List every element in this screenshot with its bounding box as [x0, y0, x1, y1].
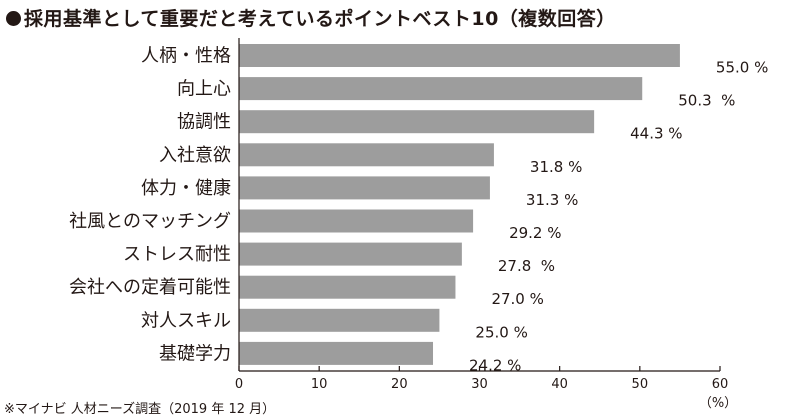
bar-7 — [239, 242, 462, 266]
bars-group — [239, 44, 680, 365]
value-label-10: 24.2 % — [469, 356, 521, 374]
bar-4 — [239, 143, 494, 167]
category-label-8: 会社への定着可能性 — [69, 277, 231, 298]
value-label-2: 50.3 % — [678, 92, 735, 110]
value-label-9: 25.0 % — [475, 323, 527, 341]
x-tick-label-50: 50 — [632, 377, 649, 392]
x-tick-label-30: 30 — [471, 377, 488, 392]
value-labels-group: 55.0 % 50.3 % 44.3 % 31.8 % 31.3 % 29.2 % 27.8… — [469, 59, 768, 375]
category-label-6: 社風とのマッチング — [69, 211, 231, 232]
bar-9 — [239, 308, 440, 332]
value-label-8: 27.0 % — [491, 290, 543, 308]
bar-6 — [239, 209, 474, 233]
source-note: ※マイナビ 人材ニーズ調査（2019 年 12 月） — [4, 402, 276, 417]
x-tick-label-40: 40 — [551, 377, 568, 392]
chart-title: 採用基準として重要だと考えているポイントベスト10（複数回答） — [6, 4, 616, 31]
bar-3 — [239, 110, 595, 134]
x-tick-label-60: 60 — [712, 377, 729, 392]
x-ticks-group: 0 10 20 30 40 50 60 — [235, 366, 728, 392]
category-labels-group: 人柄・性格向上心協調性入社意欲体力・健康社風とのマッチングストレス耐性会社への定… — [69, 46, 231, 365]
x-axis-unit: （%） — [699, 396, 737, 411]
value-label-1: 55.0 % — [716, 59, 768, 77]
chart-title-text: 採用基準として重要だと考えているポイントベスト10（複数回答） — [24, 8, 616, 30]
value-label-3: 44.3 % — [630, 125, 682, 143]
bar-8 — [239, 275, 456, 299]
category-label-1: 人柄・性格 — [141, 46, 231, 67]
category-label-10: 基礎学力 — [159, 343, 231, 364]
bar-10 — [239, 341, 434, 365]
x-tick-label-0: 0 — [235, 377, 243, 392]
category-label-5: 体力・健康 — [141, 178, 231, 199]
bar-5 — [239, 176, 490, 200]
category-label-7: ストレス耐性 — [123, 244, 231, 265]
value-label-7: 27.8 % — [498, 257, 555, 275]
bullet-icon — [6, 11, 21, 26]
value-label-4: 31.8 % — [530, 158, 582, 176]
value-label-5: 31.3 % — [526, 191, 578, 209]
category-label-2: 向上心 — [177, 79, 231, 100]
x-tick-label-10: 10 — [311, 377, 328, 392]
category-label-4: 入社意欲 — [159, 145, 231, 166]
bar-1 — [239, 44, 680, 67]
bar-2 — [239, 77, 643, 101]
category-label-3: 協調性 — [177, 112, 231, 133]
value-label-6: 29.2 % — [509, 224, 561, 242]
x-tick-label-20: 20 — [391, 377, 408, 392]
category-label-9: 対人スキル — [141, 310, 231, 331]
